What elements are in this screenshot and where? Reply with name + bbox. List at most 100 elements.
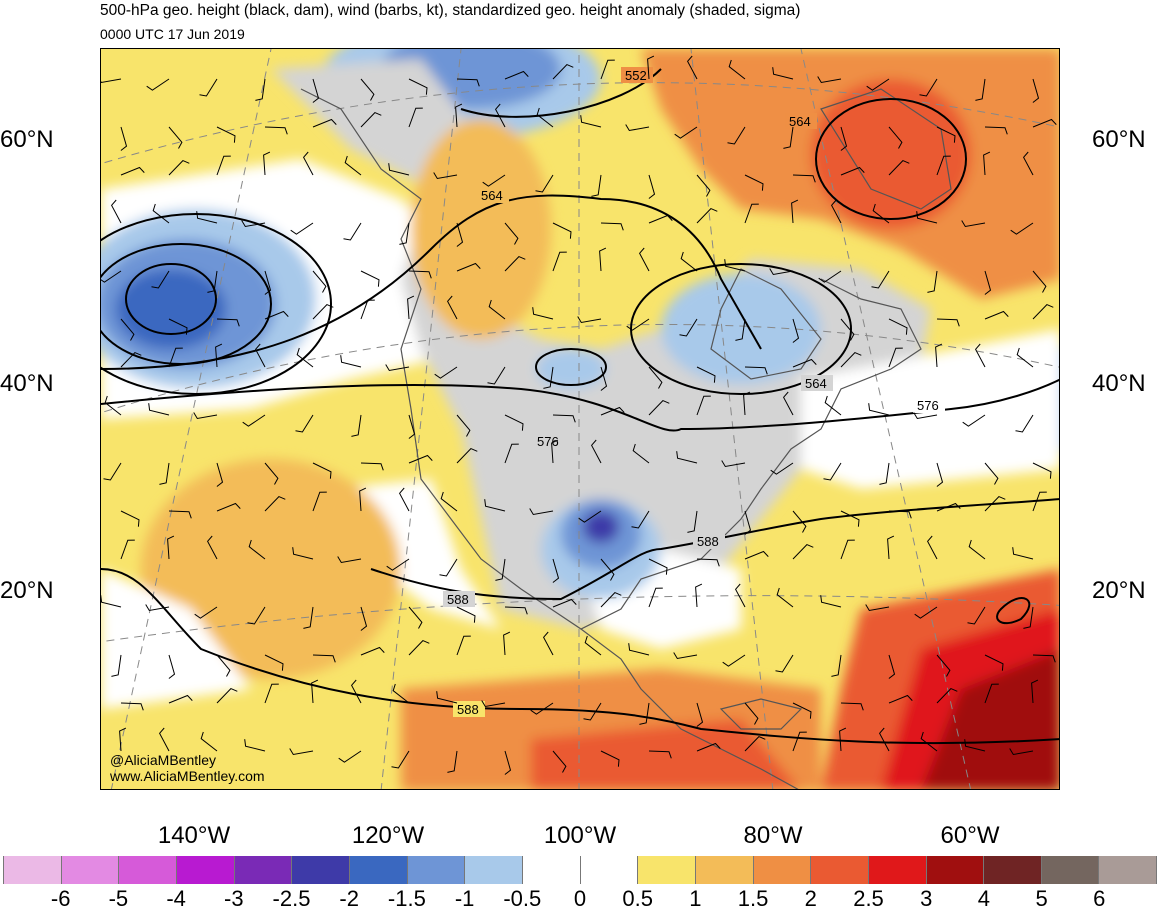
wind-barb: [696, 742, 721, 752]
wind-barb: [936, 318, 960, 327]
wind-barb: [302, 151, 314, 176]
colorbar-swatch: [292, 856, 350, 884]
anomaly-region-atlantic-dark-red: [921, 649, 1059, 789]
coastlines: [300, 88, 952, 789]
wind-barb: [936, 462, 944, 487]
wind-barb: [504, 414, 524, 431]
wind-barb: [878, 727, 890, 752]
wind-barb: [727, 126, 746, 145]
wind-barb: [1016, 347, 1034, 368]
colorbar-tick-label: -3: [224, 886, 244, 911]
wind-barb: [543, 366, 554, 389]
wind-barb: [792, 174, 816, 183]
wind-barb: [311, 679, 319, 704]
colorbar-swatch: [349, 856, 408, 884]
wind-barb: [783, 126, 794, 149]
wind-barb: [984, 270, 992, 295]
wind-barb: [888, 126, 903, 149]
wind-barb: [360, 299, 375, 320]
map-title: 500-hPa geo. height (black, dam), wind (…: [100, 2, 801, 19]
wind-barb: [360, 462, 384, 471]
wind-barb: [975, 78, 986, 101]
wind-barb: [728, 59, 746, 80]
wind-barb: [744, 550, 769, 560]
colorbar-tick-label: 5: [1035, 886, 1048, 911]
wind-barb: [724, 259, 746, 272]
wind-barb: [456, 222, 464, 247]
wind-barb: [312, 78, 320, 103]
wind-barb: [879, 462, 890, 485]
wind-barb: [408, 270, 432, 279]
contour-label-bg: [477, 187, 509, 203]
wind-barb: [504, 750, 512, 775]
wind-barb: [591, 174, 602, 197]
wind-barb: [936, 688, 958, 704]
wind-barb: [824, 395, 842, 416]
lat-label-60-right: 60°N: [1092, 126, 1146, 153]
wind-barb: [119, 727, 127, 752]
wind-barb: [676, 451, 698, 464]
wind-barb: [695, 583, 703, 608]
wind-barb: [216, 654, 231, 677]
map-panel: 552 564 564 564 576 576 588 588 588: [100, 48, 1060, 790]
contour-label-564-b: 564: [789, 114, 811, 129]
contour-label-bg: [533, 433, 565, 449]
wind-barb: [244, 739, 266, 752]
wind-barb: [888, 654, 896, 679]
wind-barb: [696, 366, 716, 383]
colorbar-tick-label: -2: [339, 886, 359, 911]
colorbar-swatch: [638, 856, 696, 884]
wind-barb: [440, 491, 458, 512]
wind-barb: [408, 454, 433, 464]
wind-barb: [648, 174, 656, 199]
wind-barb: [120, 126, 128, 151]
wind-barb: [152, 203, 170, 224]
credit-handle: @AliciaMBentley: [110, 752, 217, 768]
wind-barb: [494, 103, 506, 128]
wind-barb: [817, 76, 842, 84]
wind-barb: [744, 203, 759, 224]
lat-label-40-left: 40°N: [0, 370, 54, 397]
wind-barb: [168, 126, 183, 149]
gridline-lon-120: [380, 49, 462, 789]
wind-barb: [840, 510, 860, 527]
wind-barb: [120, 510, 140, 527]
gridline-lon-80: [690, 49, 774, 789]
wind-barb: [776, 587, 794, 608]
wind-barb: [673, 652, 698, 660]
wind-barb: [312, 270, 327, 293]
wind-barb: [552, 64, 574, 80]
contour-labels: 552 564 564 564 576 576 588 588 588: [443, 67, 945, 717]
wind-barb: [792, 731, 807, 752]
wind-barb: [600, 222, 624, 231]
wind-barb: [734, 583, 746, 608]
wind-barb: [247, 606, 266, 625]
wind-barb: [916, 211, 938, 224]
colorbar-tick-label: -1: [454, 886, 475, 911]
wind-barb: [360, 112, 382, 128]
anomaly-region-lakes-blue: [536, 349, 606, 389]
wind-barb: [840, 702, 864, 711]
contour-label-bg: [693, 533, 725, 549]
contour-aleutian-outer: [101, 213, 332, 395]
contour-label-576-b: 576: [917, 398, 939, 413]
wind-barb: [532, 307, 554, 320]
wind-barb: [888, 347, 903, 368]
wind-barb: [866, 78, 890, 91]
wind-barb: [584, 635, 602, 656]
wind-barb: [639, 702, 650, 725]
wind-barb: [312, 491, 327, 512]
wind-barb: [1012, 547, 1034, 560]
anomaly-region-canada-orange: [411, 119, 551, 339]
colorbar-tick-label: -0.5: [503, 886, 542, 911]
wind-barb: [888, 160, 910, 176]
contour-atlantic-high: [996, 597, 1031, 625]
wind-barb: [626, 318, 650, 331]
contour-aleutian-inner: [125, 263, 217, 335]
wind-barb: [696, 174, 711, 197]
wind-barb: [600, 558, 615, 581]
wind-barb: [744, 366, 768, 375]
wind-barb: [926, 535, 938, 560]
wind-barb: [194, 606, 218, 619]
wind-barb: [151, 270, 170, 289]
